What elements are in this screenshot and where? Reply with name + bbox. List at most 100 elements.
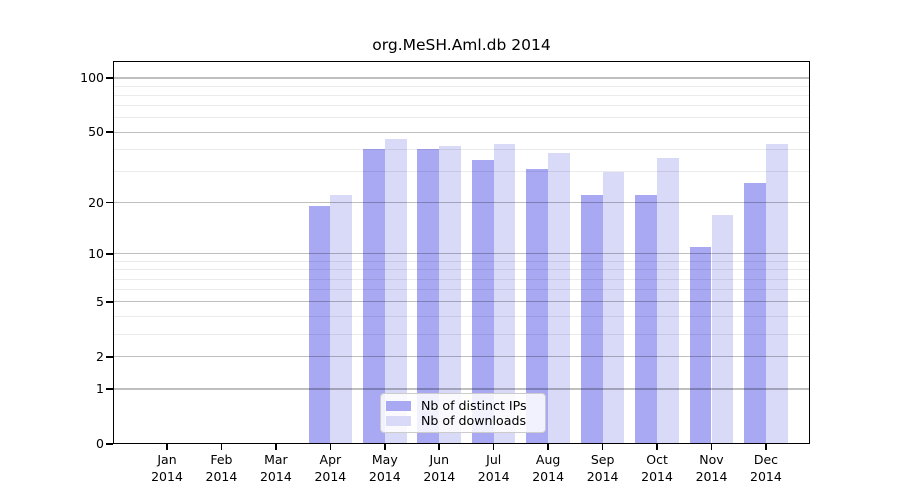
gridline-minor-30 — [113, 171, 810, 173]
bar-ips-dec — [744, 182, 766, 444]
gridline-minor-3 — [113, 333, 810, 335]
legend-item-distinct-ips: Nb of distinct IPs — [386, 398, 539, 413]
x-tick-label-9: Sep 2014 — [575, 452, 631, 485]
bar-ips-may — [363, 149, 385, 444]
x-tick-6 — [438, 444, 441, 450]
y-tick-50 — [106, 131, 113, 133]
x-tick-10 — [656, 444, 658, 450]
y-tick-label-5: 5 — [96, 293, 104, 309]
x-tick-label-7: Jul 2014 — [466, 452, 522, 485]
x-label-month: Dec — [753, 452, 779, 467]
gridline-major-1 — [113, 388, 810, 390]
x-label-year: 2014 — [205, 468, 238, 484]
x-tick-7 — [492, 444, 495, 450]
x-label-month: Jan — [157, 452, 177, 467]
gridline-minor-6 — [113, 289, 810, 291]
x-label-year: 2014 — [641, 468, 673, 484]
bar-downloads-may — [384, 138, 407, 444]
gridline-major-100 — [113, 77, 810, 79]
legend: Nb of distinct IPs Nb of downloads — [380, 393, 546, 433]
x-label-year: 2014 — [477, 468, 510, 484]
y-tick-label-20: 20 — [88, 194, 104, 210]
x-label-month: Jul — [486, 452, 502, 467]
gridline-major-50 — [113, 131, 810, 133]
x-tick-label-10: Oct 2014 — [629, 452, 685, 485]
gridline-minor-70 — [113, 105, 810, 107]
x-label-month: Nov — [699, 452, 724, 467]
bar-ips-oct — [635, 195, 658, 444]
gridline-minor-80 — [113, 95, 810, 96]
x-label-year: 2014 — [259, 468, 292, 484]
x-tick-11 — [710, 444, 713, 450]
x-tick-9 — [601, 444, 604, 450]
x-tick-5 — [384, 444, 386, 450]
x-label-year: 2014 — [586, 468, 619, 484]
bar-downloads-aug — [548, 153, 570, 444]
bar-downloads-jul — [493, 143, 516, 444]
y-tick-0 — [106, 443, 113, 445]
x-tick-label-12: Dec 2014 — [738, 452, 794, 485]
bar-ips-apr — [308, 206, 331, 444]
y-tick-label-100: 100 — [80, 70, 104, 85]
y-tick-label-50: 50 — [88, 124, 104, 140]
legend-label-downloads: Nb of downloads — [421, 413, 527, 428]
gridline-minor-40 — [113, 148, 810, 150]
chart-title: org.MeSH.Aml.db 2014 — [372, 36, 551, 54]
gridline-minor-90 — [113, 85, 810, 87]
x-tick-12 — [765, 444, 767, 450]
bar-ips-jun — [417, 149, 440, 444]
gridline-major-2 — [113, 356, 810, 358]
x-tick-4 — [329, 444, 332, 450]
y-tick-label-0: 0 — [96, 436, 104, 451]
bar-downloads-nov — [711, 214, 734, 444]
x-tick-1 — [166, 444, 168, 450]
gridline-minor-4 — [113, 315, 810, 317]
y-tick-5 — [106, 301, 113, 303]
y-tick-10 — [106, 253, 113, 255]
gridline-minor-9 — [113, 260, 810, 262]
x-label-month: Jun — [429, 452, 450, 467]
downloads-swatch — [386, 415, 411, 426]
y-tick-1 — [106, 388, 113, 390]
x-label-month: Apr — [319, 452, 342, 467]
bar-downloads-apr — [330, 195, 353, 444]
x-tick-label-1: Jan 2014 — [139, 452, 195, 485]
y-tick-100 — [106, 77, 113, 79]
gridline-major-5 — [113, 301, 810, 303]
y-tick-label-2: 2 — [96, 348, 104, 364]
distinct-ips-swatch — [386, 400, 411, 411]
gridline-major-20 — [113, 201, 810, 204]
x-tick-label-3: Mar 2014 — [248, 452, 304, 485]
x-tick-label-4: Apr 2014 — [302, 452, 358, 485]
x-label-year: 2014 — [532, 468, 565, 484]
x-tick-label-8: Aug 2014 — [520, 452, 576, 485]
x-label-month: Mar — [264, 452, 288, 467]
x-label-year: 2014 — [750, 468, 782, 484]
y-tick-label-10: 10 — [88, 245, 104, 261]
x-label-month: Feb — [210, 452, 233, 467]
x-tick-8 — [547, 444, 549, 450]
bar-ips-sep — [580, 195, 603, 444]
bar-downloads-sep — [602, 171, 625, 444]
x-label-month: Aug — [535, 452, 561, 467]
bar-downloads-oct — [657, 157, 679, 444]
x-label-month: Sep — [590, 452, 615, 467]
x-label-year: 2014 — [368, 468, 401, 484]
gridline-major-10 — [113, 253, 810, 255]
x-tick-label-2: Feb 2014 — [193, 452, 249, 485]
gridline-minor-60 — [113, 117, 810, 119]
x-label-year: 2014 — [314, 468, 347, 484]
gridline-minor-8 — [113, 269, 810, 271]
x-tick-3 — [275, 444, 277, 450]
x-label-year: 2014 — [151, 468, 183, 484]
legend-item-downloads: Nb of downloads — [386, 413, 539, 428]
y-tick-2 — [106, 356, 113, 358]
bar-ips-jul — [471, 159, 494, 444]
x-tick-label-5: May 2014 — [357, 452, 413, 485]
x-tick-2 — [220, 444, 223, 450]
legend-label-distinct-ips: Nb of distinct IPs — [421, 398, 527, 413]
